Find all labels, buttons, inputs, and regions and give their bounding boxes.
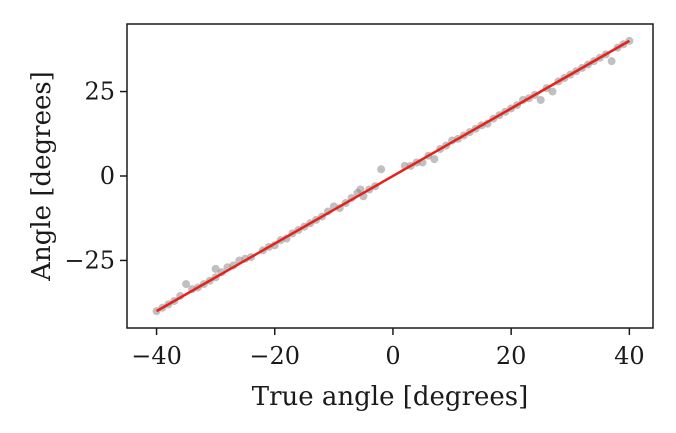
y-tick-label: 25 [84, 78, 115, 106]
x-tick-label: 0 [385, 342, 400, 370]
y-axis-ticks: −25 0 25 [64, 78, 127, 274]
scatter-point [548, 87, 557, 96]
y-axis-label: Angle [degrees] [27, 71, 57, 282]
fit-line [155, 39, 630, 313]
scatter-point [211, 264, 220, 273]
x-axis-ticks: −40 −20 0 20 40 [131, 328, 645, 370]
y-tick-label: 0 [100, 162, 115, 190]
scatter-point [536, 96, 545, 104]
fit-line-path [155, 39, 630, 313]
scatter-point [377, 165, 386, 174]
scatter-point [182, 280, 191, 289]
y-tick-label: −25 [64, 246, 115, 274]
x-tick-label: −40 [131, 342, 182, 370]
scatter-point [430, 155, 439, 164]
x-tick-label: 20 [496, 342, 527, 370]
x-tick-label: −20 [249, 342, 300, 370]
x-tick-label: 40 [614, 342, 645, 370]
scatter-point [356, 185, 365, 194]
scatter-point [607, 57, 616, 66]
x-axis-label: True angle [degrees] [252, 382, 529, 412]
